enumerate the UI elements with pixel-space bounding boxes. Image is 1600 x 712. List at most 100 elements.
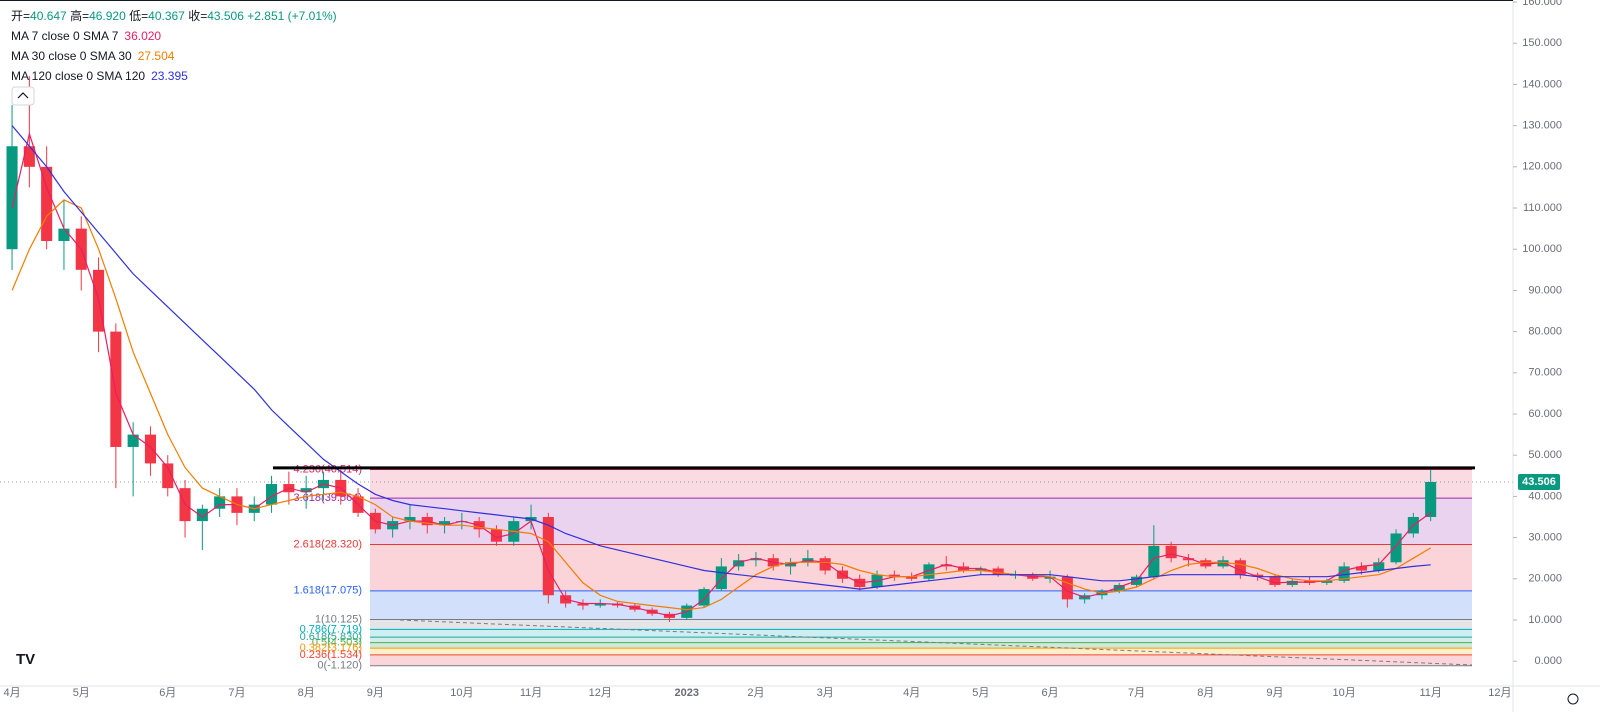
fib-label: 0.382(3.176) [300, 642, 362, 654]
close-label: 收= [188, 9, 208, 23]
axes: 0.000 10.000 20.000 30.000 40.000 50.000 60.00… [3, 0, 1562, 699]
candle-body [110, 331, 122, 447]
low-value: 40.367 [148, 9, 185, 23]
x-tick-label: 12月 [589, 687, 612, 699]
candle-body [1321, 580, 1333, 583]
x-tick-label: 12月 [1488, 687, 1511, 699]
candle-body [733, 560, 745, 567]
fib-label: 4.236(46.514) [294, 463, 363, 475]
y-tick-label: 130.000 [1522, 120, 1562, 132]
fib-label: 0.5(4.503) [312, 637, 362, 649]
candle-body [6, 146, 18, 250]
candle-body [1390, 533, 1402, 563]
collapse-icon[interactable] [17, 92, 29, 99]
candle-body [58, 228, 70, 241]
candle-body [23, 146, 35, 167]
fib-label: 0.236(1.534) [300, 649, 362, 661]
candle-body [404, 516, 416, 522]
candle-body [906, 576, 918, 579]
candle-body [1148, 545, 1160, 577]
candle-body [698, 589, 710, 606]
candle-body [1113, 584, 1125, 592]
x-tick-label: 2月 [747, 687, 764, 699]
ma-legend-row: MA 7 close 0 SMA 7 36.020 [11, 26, 337, 46]
last-price-label: 43.506 [1522, 476, 1556, 488]
x-tick-label: 6月 [159, 687, 176, 699]
candle-body [1044, 576, 1056, 579]
ohlc-row: 开=40.647 高=46.920 低=40.367 收=43.506 +2.8… [11, 6, 337, 26]
candle-body [41, 166, 53, 241]
plot-area: 4.236(46.514)3.618(39.564)2.618(28.320)1… [0, 76, 1513, 672]
low-label: 低= [129, 9, 149, 23]
fib-label: 2.618(28.320) [294, 538, 363, 550]
ma-name: MA 30 close 0 SMA 30 [11, 49, 132, 63]
candle-body [439, 521, 451, 526]
last-price-tag [1518, 473, 1560, 490]
fib-zone [370, 642, 1472, 649]
candle-body [1200, 560, 1212, 567]
x-tick-label: 6月 [1041, 687, 1058, 699]
y-tick-label: 30.000 [1528, 531, 1562, 543]
y-tick-label: 40.000 [1528, 490, 1562, 502]
fib-zone [370, 629, 1472, 638]
x-tick-label: 11月 [520, 687, 542, 699]
y-tick-label: 70.000 [1528, 367, 1562, 379]
candle-body [940, 564, 952, 567]
ma-line [11, 199, 1432, 611]
settings-icon[interactable] [1567, 693, 1579, 705]
x-tick-label: 7月 [1128, 687, 1145, 699]
legend: 开=40.647 高=46.920 低=40.367 收=43.506 +2.8… [11, 6, 337, 86]
fib-zone [370, 498, 1472, 545]
y-tick-label: 50.000 [1528, 449, 1562, 461]
y-tick-label: 110.000 [1523, 202, 1562, 214]
candle-body [542, 516, 554, 596]
change: +2.851 [247, 9, 285, 23]
fib-label: 1(10.125) [315, 613, 362, 625]
candle-body [1217, 560, 1229, 567]
gear[interactable] [1567, 693, 1579, 705]
x-tick-label: 5月 [73, 687, 90, 699]
candle-body [975, 568, 987, 571]
candle-body [266, 484, 278, 505]
fib-zone [370, 544, 1472, 591]
ma-value: 27.504 [137, 49, 175, 63]
logo: TV [16, 651, 35, 668]
candle-body [162, 463, 174, 489]
candle-body [1182, 558, 1194, 561]
collapse-button-box[interactable] [11, 86, 35, 106]
fib-zone [370, 637, 1472, 643]
candle-body [1286, 580, 1298, 585]
y-tick-label: 160.000 [1522, 0, 1562, 8]
collapse-button[interactable] [11, 86, 35, 106]
candle-body [1252, 574, 1264, 577]
high-label: 高= [70, 9, 90, 23]
fib-label: 1.618(17.075) [294, 585, 363, 597]
ma-legend-row: MA 120 close 0 SMA 120 23.395 [11, 66, 337, 86]
open-value: 40.647 [30, 9, 67, 23]
y-tick-label: 120.000 [1522, 161, 1562, 173]
candle-body [577, 603, 589, 606]
open-label: 开= [11, 9, 31, 23]
candle-body [490, 529, 502, 542]
fib-zone [370, 469, 1472, 499]
fib-zone [370, 619, 1472, 630]
fib-zone [370, 648, 1472, 655]
fib-zone [370, 590, 1472, 620]
ma-name: MA 7 close 0 SMA 7 [11, 29, 119, 43]
candle-body [992, 568, 1004, 575]
y-tick-label: 20.000 [1528, 573, 1562, 585]
candle-body [1165, 545, 1177, 559]
fib-zone [370, 654, 1472, 666]
x-tick-label: 9月 [1266, 687, 1283, 699]
ma-value: 36.020 [124, 29, 162, 43]
x-tick-label: 4月 [903, 687, 920, 699]
y-tick-label: 140.000 [1522, 78, 1562, 90]
tradingview-logo: TV [16, 651, 35, 668]
candle-body [196, 508, 208, 522]
x-tick-label: 11月 [1419, 687, 1441, 699]
x-tick-label: 4月 [3, 687, 20, 699]
candle-body [888, 574, 900, 577]
candle-body [715, 566, 727, 590]
y-tick-label: 60.000 [1528, 408, 1562, 420]
